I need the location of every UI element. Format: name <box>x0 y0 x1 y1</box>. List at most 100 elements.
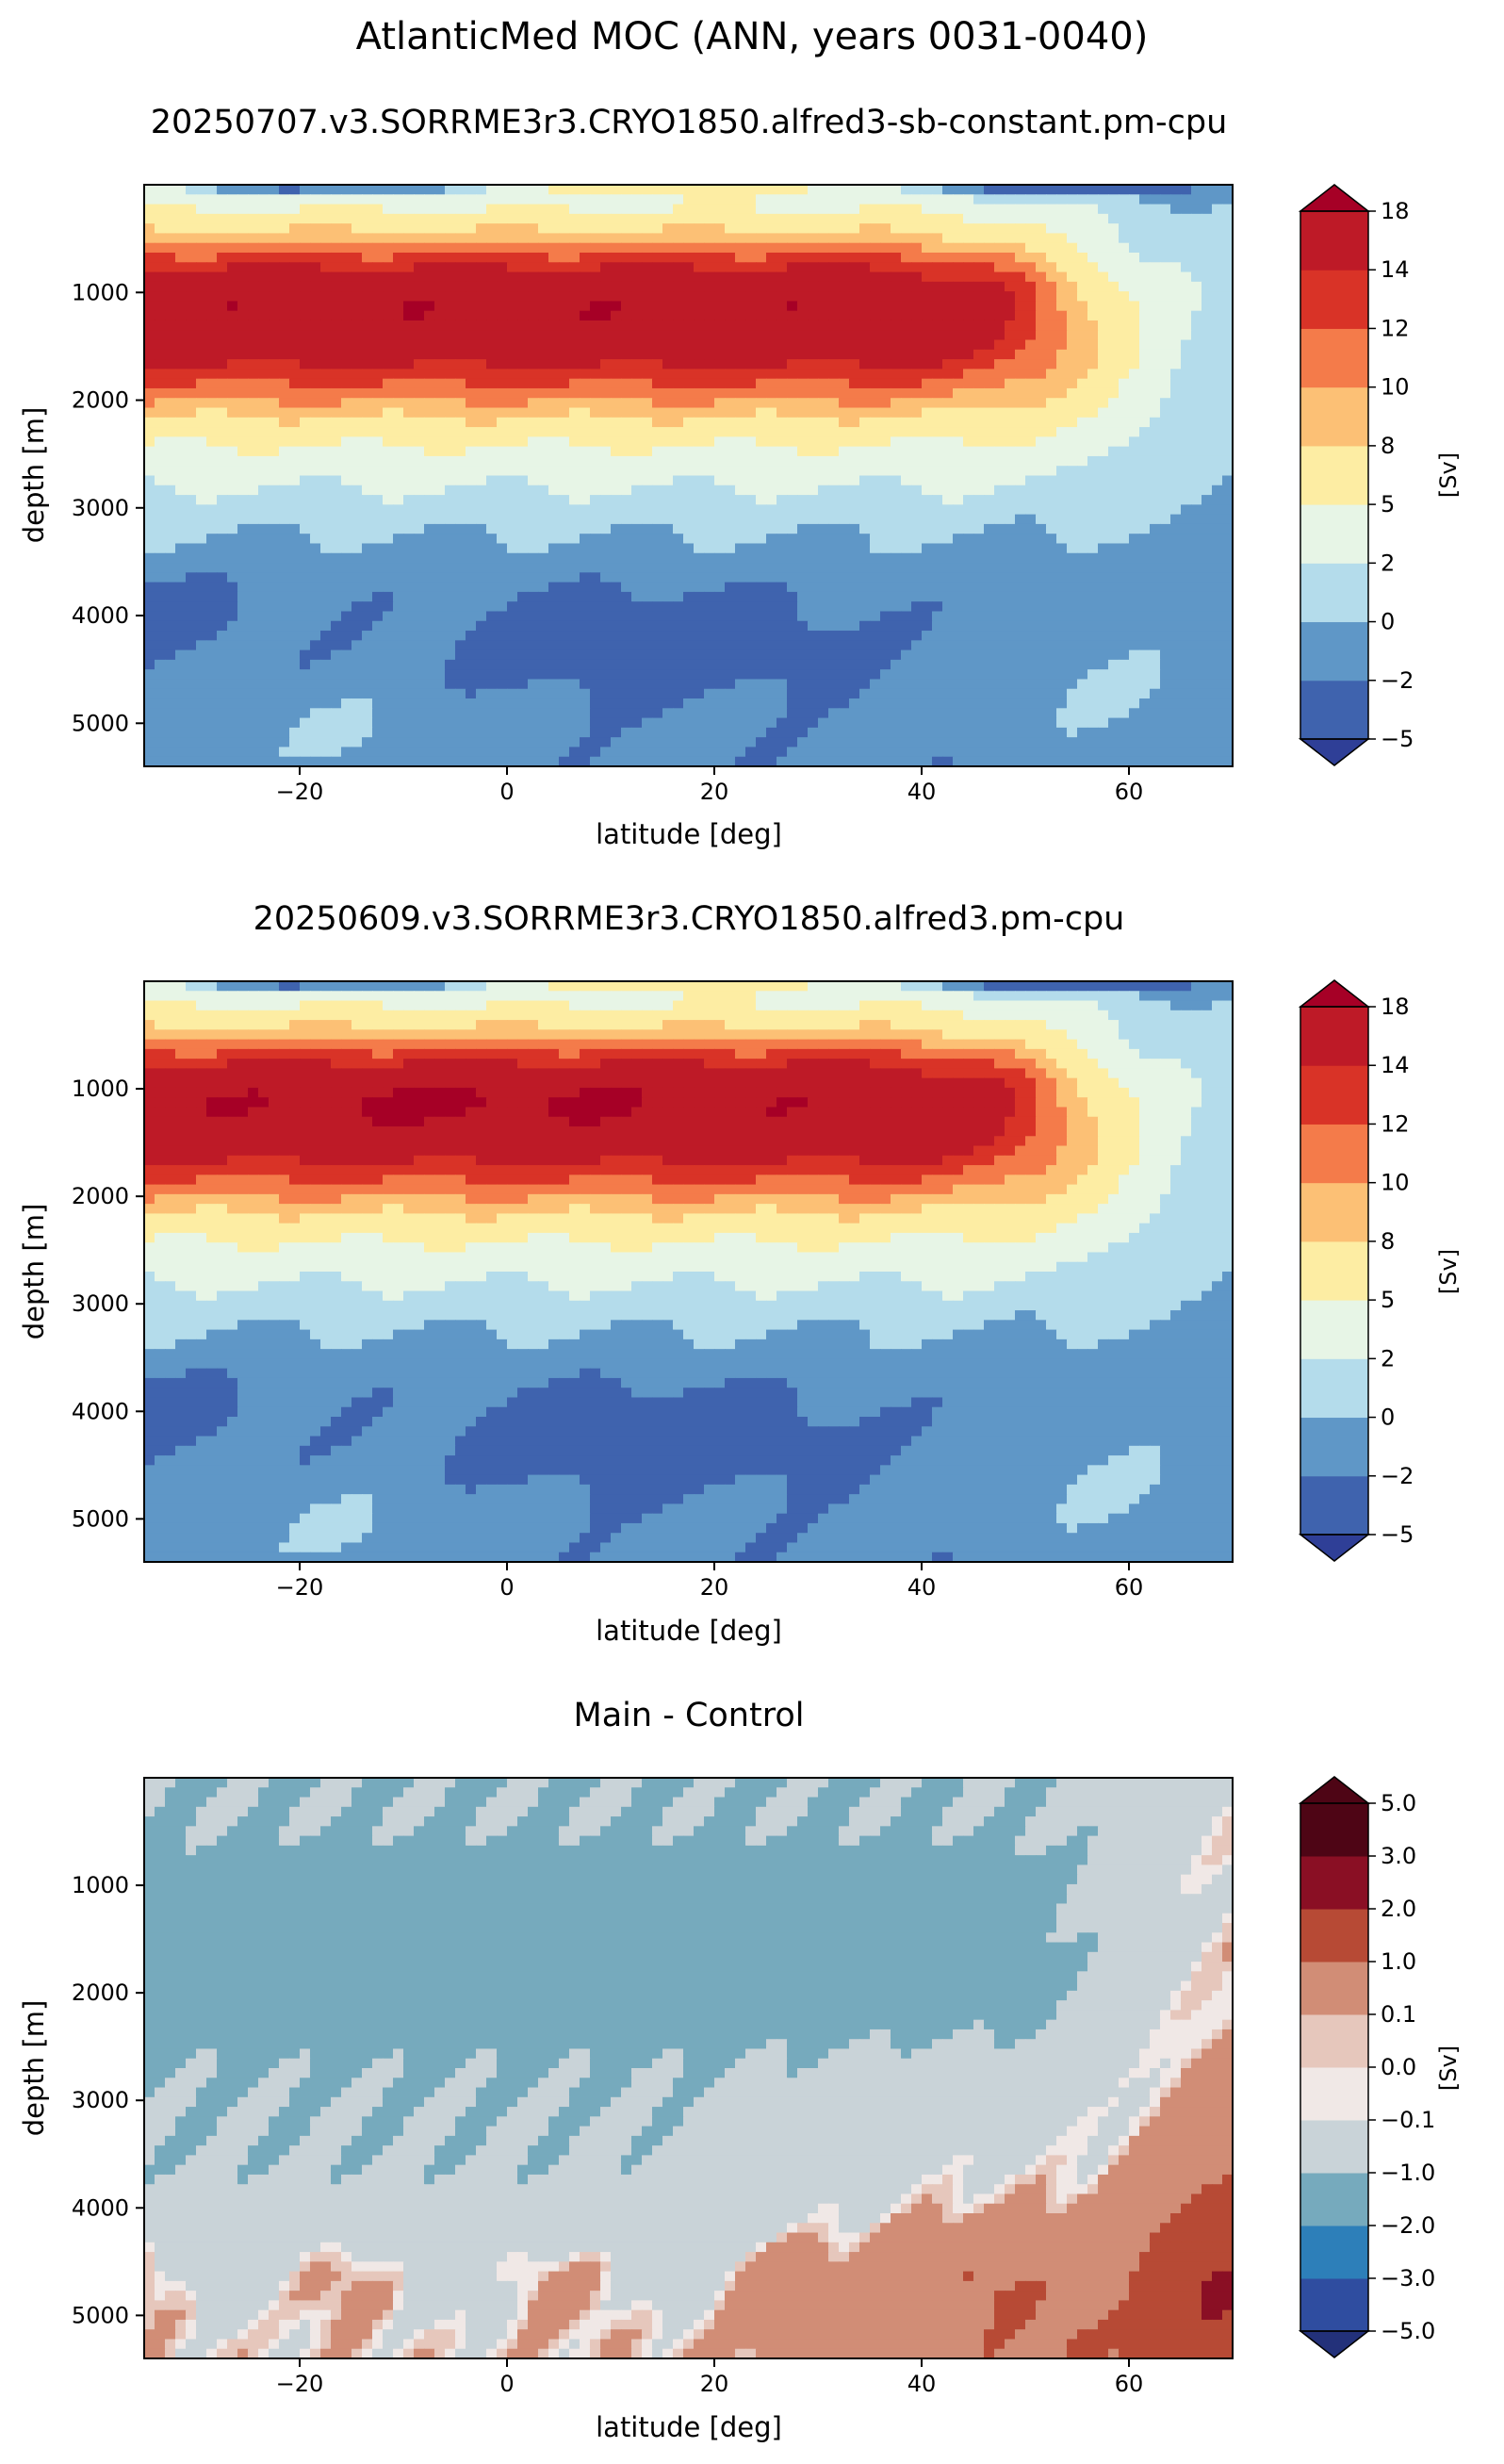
field-cell <box>1222 349 1233 360</box>
field-cell <box>1098 466 1109 477</box>
field-cell <box>155 514 166 525</box>
field-cell <box>1129 320 1140 331</box>
field-cell <box>351 262 363 273</box>
field-cell <box>963 281 974 292</box>
field-cell <box>642 620 653 632</box>
field-cell <box>486 514 498 525</box>
field-cell <box>818 427 829 437</box>
field-cell <box>320 591 332 602</box>
field-cell <box>652 640 663 651</box>
field-cell <box>1098 291 1109 302</box>
field-cell <box>1222 223 1233 235</box>
field-cell <box>155 534 166 545</box>
field-cell <box>994 387 1005 399</box>
field-cell <box>1191 407 1202 419</box>
field-cell <box>766 495 777 505</box>
field-cell <box>725 185 736 195</box>
field-cell <box>600 339 612 351</box>
field-cell <box>269 301 280 312</box>
field-cell <box>372 572 384 583</box>
field-cell <box>1170 436 1182 448</box>
field-cell <box>756 252 767 263</box>
field-cell <box>507 301 518 312</box>
field-cell <box>206 611 218 622</box>
field-cell <box>372 543 384 554</box>
field-cell <box>963 271 974 283</box>
field-cell <box>1025 563 1037 573</box>
field-cell <box>559 455 570 467</box>
field-cell <box>932 252 943 263</box>
field-cell <box>777 310 788 321</box>
field-cell <box>393 262 404 273</box>
field-cell <box>808 455 819 467</box>
field-cell <box>258 523 270 534</box>
field-cell <box>673 466 684 477</box>
field-cell <box>455 620 466 632</box>
field-cell <box>932 291 943 302</box>
field-cell <box>507 330 518 341</box>
field-cell <box>1222 591 1233 602</box>
field-cell <box>1036 523 1047 534</box>
field-cell <box>517 349 529 360</box>
field-cell <box>445 611 456 622</box>
field-cell <box>963 262 974 273</box>
field-cell <box>1170 611 1182 622</box>
field-cell <box>455 543 466 554</box>
field-cell <box>569 398 580 409</box>
field-cell <box>590 611 601 622</box>
field-cell <box>372 552 384 564</box>
field-cell <box>393 213 404 224</box>
field-cell <box>517 194 529 205</box>
field-cell <box>258 631 270 641</box>
field-cell <box>1056 446 1068 457</box>
field-cell <box>787 291 798 302</box>
field-cell <box>206 631 218 641</box>
field-cell <box>466 262 477 273</box>
field-cell <box>777 213 788 224</box>
field-cell <box>538 407 549 419</box>
field-cell <box>1046 417 1057 428</box>
field-cell <box>1212 601 1223 613</box>
field-cell <box>963 213 974 224</box>
field-cell <box>611 455 622 467</box>
field-cell <box>175 504 187 516</box>
field-cell <box>590 242 601 254</box>
field-cell <box>372 620 384 632</box>
field-cell <box>372 339 384 351</box>
field-cell <box>922 281 933 292</box>
field-cell <box>714 378 726 389</box>
field-cell <box>186 301 197 312</box>
field-cell <box>797 330 809 341</box>
field-cell <box>662 504 674 516</box>
field-cell <box>808 252 819 263</box>
field-cell <box>279 631 290 641</box>
field-cell <box>269 291 280 302</box>
field-cell <box>1056 523 1068 534</box>
field-cell <box>466 640 477 651</box>
field-cell <box>642 455 653 467</box>
field-cell <box>1108 514 1120 525</box>
field-cell <box>828 475 840 486</box>
field-cell <box>1015 387 1026 399</box>
field-cell <box>1098 611 1109 622</box>
field-cell <box>569 204 580 215</box>
field-cell <box>973 631 985 641</box>
field-cell <box>673 523 684 534</box>
field-cell <box>1181 339 1192 351</box>
field-cell <box>165 640 176 651</box>
field-cell <box>922 242 933 254</box>
field-cell <box>808 446 819 457</box>
field-cell <box>155 233 166 244</box>
field-cell <box>248 631 259 641</box>
field-cell <box>880 446 891 457</box>
field-cell <box>797 466 809 477</box>
field-cell <box>258 233 270 244</box>
field-cell <box>891 446 902 457</box>
field-cell <box>548 213 560 224</box>
field-cell <box>279 378 290 389</box>
field-cell <box>631 320 643 331</box>
field-cell <box>704 523 715 534</box>
field-cell <box>1202 213 1213 224</box>
field-cell <box>217 301 228 312</box>
field-cell <box>393 320 404 331</box>
